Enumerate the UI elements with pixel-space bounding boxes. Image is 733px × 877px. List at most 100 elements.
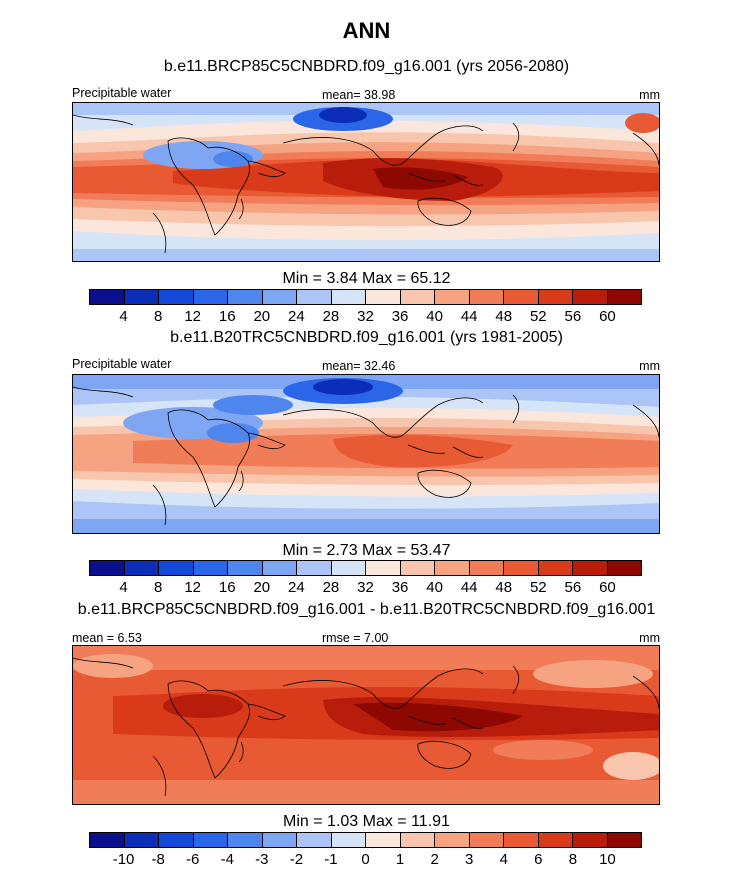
panel-2-map	[72, 374, 660, 534]
colorbar-tick-label: 44	[460, 308, 478, 325]
colorbar-swatch	[90, 561, 125, 575]
panel-2-colorbar	[89, 560, 642, 576]
colorbar-swatch	[90, 833, 125, 847]
colorbar-tick-label: 36	[391, 308, 409, 325]
colorbar-tick-label: 32	[357, 579, 374, 596]
panel-2-min-max: Min = 2.73 Max = 53.47	[282, 542, 451, 559]
colorbar-tick-label: 4	[499, 851, 508, 868]
colorbar-tick-label: 8	[153, 579, 163, 596]
colorbar-tick-label: 10	[599, 851, 616, 868]
colorbar-swatch	[193, 561, 228, 575]
colorbar-tick-label: -6	[186, 851, 200, 868]
colorbar-tick-label: 8	[153, 308, 163, 325]
panel-2-units-label: mm	[639, 359, 660, 373]
colorbar-tick-label: 56	[564, 308, 582, 325]
colorbar-tick-label: 12	[184, 308, 202, 325]
colorbar-swatch	[193, 290, 228, 304]
colorbar-tick-label: 60	[599, 579, 616, 596]
colorbar-swatch	[538, 561, 573, 575]
panel-1-title: b.e11.BRCP85C5CNBDRD.f09_g16.001 (yrs 20…	[163, 58, 570, 75]
colorbar-tick-label: -10	[112, 851, 135, 868]
colorbar-tick-label: 16	[218, 308, 236, 325]
panel-3-title: b.e11.BRCP85C5CNBDRD.f09_g16.001 - b.e11…	[77, 601, 656, 618]
colorbar-tick-label: 24	[288, 579, 305, 596]
colorbar-tick-label: 16	[218, 579, 236, 596]
colorbar-swatch	[90, 290, 125, 304]
panel-3-mean-label: mean = 6.53	[72, 631, 142, 645]
colorbar-tick-label: 20	[253, 308, 271, 325]
panel-3-colorbar	[89, 832, 642, 848]
colorbar-tick-label: 44	[460, 579, 478, 596]
panel-3-rmse-label: rmse = 7.00	[322, 631, 389, 645]
colorbar-swatch	[331, 833, 366, 847]
colorbar-swatch	[366, 833, 401, 847]
colorbar-swatch	[228, 561, 263, 575]
panel-2-map-svg	[73, 375, 659, 533]
colorbar-swatch	[159, 833, 194, 847]
colorbar-tick-label: 52	[529, 579, 547, 596]
colorbar-tick-label: 8	[568, 851, 578, 868]
colorbar-swatch	[607, 833, 641, 847]
colorbar-swatch	[366, 561, 401, 575]
colorbar-swatch	[159, 290, 194, 304]
figure-title: ANN	[342, 18, 391, 43]
panel-2-colorbar-ticks: 4 8 12 16 20 24 28 32 36 40 44 48 52 56 60	[89, 579, 642, 599]
panel-1-units-label: mm	[639, 88, 660, 102]
colorbar-tick-label: 4	[119, 579, 128, 596]
colorbar-swatch	[607, 561, 641, 575]
colorbar-tick-label: 6	[534, 851, 543, 868]
colorbar-tick-label: -1	[324, 851, 338, 868]
panel-2-mean-label: mean= 32.46	[322, 359, 396, 373]
colorbar-swatch	[573, 290, 608, 304]
colorbar-swatch	[504, 833, 539, 847]
colorbar-tick-label: -3	[255, 851, 269, 868]
panel-1-colorbar	[89, 289, 642, 305]
panel-1-min-max: Min = 3.84 Max = 65.12	[282, 270, 451, 287]
colorbar-tick-label: 36	[391, 579, 409, 596]
colorbar-swatch	[262, 561, 297, 575]
colorbar-swatch	[124, 833, 159, 847]
panel-1-mean-label: mean= 38.98	[322, 88, 396, 102]
colorbar-tick-label: 28	[322, 308, 340, 325]
colorbar-tick-label: 20	[253, 579, 271, 596]
colorbar-swatch	[228, 833, 263, 847]
panel-1-variable-label: Precipitable water	[72, 86, 172, 100]
colorbar-tick-label: -2	[289, 851, 304, 868]
colorbar-swatch	[573, 561, 608, 575]
colorbar-tick-label: 3	[465, 851, 474, 868]
colorbar-tick-label: 28	[322, 579, 340, 596]
colorbar-swatch	[228, 290, 263, 304]
colorbar-tick-label: -4	[220, 851, 234, 868]
panel-3-units-label: mm	[639, 631, 660, 645]
panel-1-map-svg	[73, 103, 659, 261]
panel-1-map	[72, 102, 660, 262]
panel-2-title: b.e11.B20TRC5CNBDRD.f09_g16.001 (yrs 198…	[170, 329, 563, 346]
colorbar-swatch	[538, 833, 573, 847]
colorbar-tick-label: 48	[495, 308, 513, 325]
colorbar-swatch	[193, 833, 228, 847]
colorbar-tick-label: 2	[430, 851, 439, 868]
colorbar-swatch	[400, 290, 435, 304]
colorbar-swatch	[331, 561, 366, 575]
colorbar-tick-label: 0	[361, 851, 370, 868]
colorbar-swatch	[435, 833, 470, 847]
colorbar-tick-label: -8	[151, 851, 165, 868]
panel-3-map	[72, 645, 660, 805]
panel-3-colorbar-ticks: -10 -8 -6 -4 -3 -2 -1 0 1 2 3 4 6 8 10	[89, 851, 642, 871]
colorbar-swatch	[435, 561, 470, 575]
panel-2-variable-label: Precipitable water	[72, 357, 172, 371]
panel-3-min-max: Min = 1.03 Max = 11.91	[283, 813, 450, 830]
colorbar-swatch	[297, 833, 332, 847]
colorbar-swatch	[573, 833, 608, 847]
colorbar-swatch	[469, 290, 504, 304]
colorbar-swatch	[124, 561, 159, 575]
colorbar-swatch	[331, 290, 366, 304]
colorbar-tick-label: 32	[357, 308, 374, 325]
colorbar-tick-label: 4	[119, 308, 128, 325]
colorbar-swatch	[504, 290, 539, 304]
colorbar-tick-label: 1	[395, 851, 405, 868]
colorbar-swatch	[469, 833, 504, 847]
colorbar-swatch	[504, 561, 539, 575]
panel-1-colorbar-ticks: 4 8 12 16 20 24 28 32 36 40 44 48 52 56 60	[89, 308, 642, 328]
colorbar-swatch	[297, 561, 332, 575]
